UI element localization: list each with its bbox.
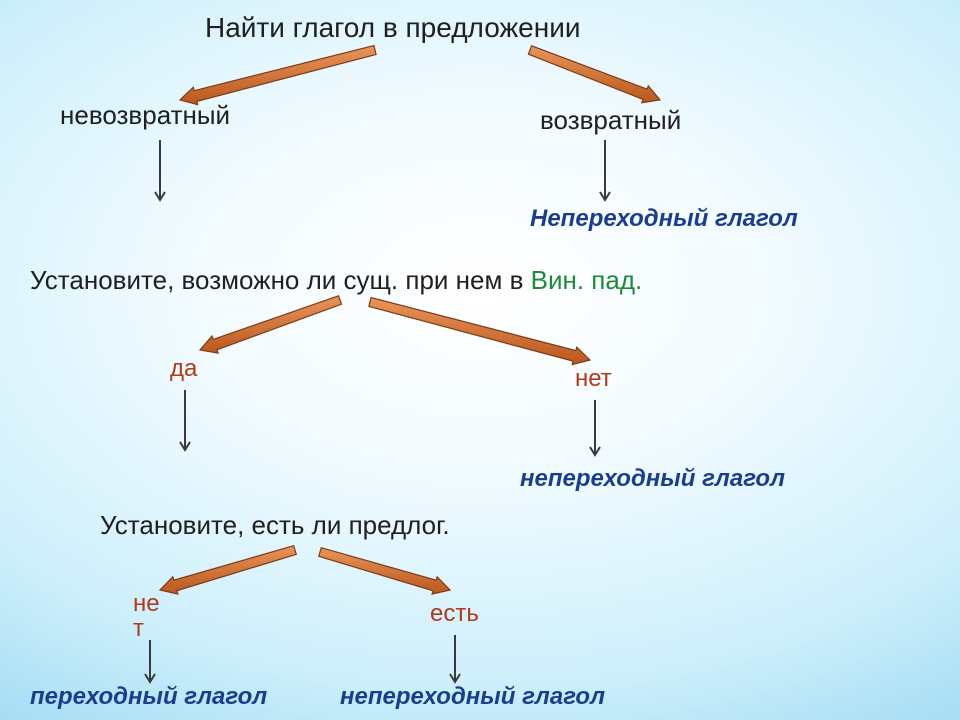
down-arrow-head <box>145 674 155 682</box>
result-bottom-right: непереходный глагол <box>340 683 605 711</box>
diagram-title: Найти глагол в предложении <box>205 12 581 44</box>
branch2-right-label: нет <box>575 365 612 393</box>
question1-accent: Вин. пад. <box>531 265 643 295</box>
question1-prefix: Установите, возможно ли сущ. при нем в <box>30 265 531 295</box>
result-bottom-left: переходный глагол <box>30 683 267 711</box>
branch2-left-label: да <box>170 355 197 383</box>
result-mid-right: непереходный глагол <box>520 465 785 493</box>
question1: Установите, возможно ли сущ. при нем в В… <box>30 265 642 296</box>
branch1-left-label: невозвратный <box>60 100 230 131</box>
flow-arrow <box>369 298 590 365</box>
branch3-left-line2: т <box>133 615 144 643</box>
branch3-left-line1: не <box>133 590 160 618</box>
down-arrow-head <box>450 674 460 682</box>
branch1-right-label: возвратный <box>540 105 681 136</box>
branch3-right-label: есть <box>430 600 479 628</box>
question2: Установите, есть ли предлог. <box>100 510 450 541</box>
flow-arrow <box>528 46 660 103</box>
down-arrow-head <box>155 192 165 200</box>
flow-arrow <box>200 296 342 353</box>
down-arrow-head <box>590 447 600 455</box>
result-top-right: Непереходный глагол <box>530 205 798 233</box>
flow-arrow <box>180 46 376 105</box>
down-arrow-head <box>600 192 610 200</box>
down-arrow-head <box>180 442 190 450</box>
flow-arrow <box>160 546 296 594</box>
flow-arrow <box>319 548 450 594</box>
